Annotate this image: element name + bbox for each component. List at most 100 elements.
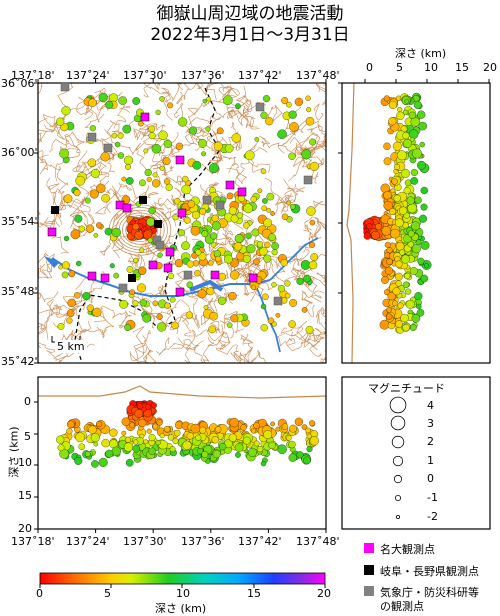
side-event bbox=[386, 307, 392, 313]
epicenter bbox=[186, 281, 194, 289]
contour-line bbox=[210, 100, 250, 127]
epicenter bbox=[262, 95, 271, 103]
cross-event bbox=[182, 440, 192, 450]
side-event bbox=[389, 208, 396, 215]
epicenter bbox=[178, 229, 185, 237]
station-nagoya bbox=[177, 208, 187, 218]
epicenter bbox=[296, 277, 304, 285]
side-event bbox=[409, 324, 417, 331]
lon-tick-bottom: 137˚36' bbox=[181, 535, 225, 548]
side-event bbox=[407, 230, 415, 238]
contour-line bbox=[215, 344, 243, 362]
contour-line bbox=[240, 334, 253, 356]
mag-legend-label: 1 bbox=[427, 454, 434, 467]
side-event bbox=[395, 218, 404, 228]
epicenter bbox=[59, 148, 69, 159]
epicenter bbox=[157, 252, 163, 258]
contour-line bbox=[300, 138, 326, 156]
side-event bbox=[388, 100, 397, 109]
epicenter bbox=[167, 272, 175, 280]
cross-event bbox=[294, 417, 304, 426]
epicenter bbox=[164, 302, 171, 309]
epicenter bbox=[230, 270, 240, 280]
epicenter bbox=[271, 249, 278, 256]
side-event bbox=[384, 266, 394, 275]
side-event bbox=[397, 107, 403, 113]
contour-line bbox=[84, 105, 108, 128]
epicenter bbox=[137, 283, 146, 293]
station-nagoya bbox=[165, 247, 175, 257]
cross-depth-tick: 15 bbox=[18, 489, 32, 502]
side-event bbox=[388, 117, 397, 126]
contour-line bbox=[195, 133, 219, 154]
side-event bbox=[417, 160, 426, 170]
epicenter bbox=[301, 149, 312, 160]
cross-depth-tick: 10 bbox=[18, 456, 32, 469]
cross-event bbox=[309, 436, 319, 446]
contour-line bbox=[142, 330, 151, 353]
cross-event bbox=[234, 443, 244, 453]
contour-line bbox=[38, 150, 49, 175]
epicenter bbox=[236, 212, 244, 219]
cross-event bbox=[186, 432, 194, 440]
epicenter bbox=[268, 233, 276, 241]
lon-tick-top: 137˚48' bbox=[296, 69, 340, 82]
contour-line bbox=[138, 83, 172, 103]
epicenter bbox=[310, 253, 319, 261]
cross-event bbox=[253, 440, 260, 447]
epicenter bbox=[155, 109, 161, 115]
side-event bbox=[411, 313, 421, 323]
epicenter bbox=[162, 157, 171, 166]
contour-line bbox=[238, 346, 254, 363]
station-nagoya bbox=[225, 180, 235, 190]
epicenter bbox=[253, 258, 260, 265]
cross-event bbox=[132, 444, 141, 453]
station-legend-jma-line2: の観測点 bbox=[380, 600, 424, 613]
epicenter bbox=[122, 124, 132, 134]
epicenter bbox=[134, 230, 144, 240]
contour-line bbox=[155, 337, 170, 356]
epicenter bbox=[246, 244, 256, 254]
contour-line bbox=[219, 310, 238, 339]
epicenter bbox=[109, 93, 118, 103]
station-nagoya bbox=[210, 270, 220, 280]
side-event bbox=[381, 226, 392, 236]
contour-line bbox=[237, 95, 260, 130]
epicenter bbox=[205, 126, 211, 132]
contour-line bbox=[122, 215, 158, 245]
side-event bbox=[395, 280, 402, 287]
epicenter bbox=[260, 111, 268, 119]
side-event bbox=[413, 100, 422, 109]
contour-line bbox=[143, 185, 160, 198]
contour-line bbox=[38, 323, 45, 330]
contour-line bbox=[38, 300, 54, 314]
station-nagoya bbox=[175, 287, 185, 297]
side-event bbox=[418, 121, 427, 131]
epicenter bbox=[271, 242, 279, 250]
contour-line bbox=[181, 317, 197, 350]
contour-line bbox=[155, 143, 174, 166]
station-nagoya bbox=[237, 187, 247, 197]
epicenter bbox=[98, 92, 108, 102]
station-nagoya bbox=[163, 263, 173, 273]
station-jma-nied bbox=[255, 102, 265, 112]
lon-tick-top: 137˚42' bbox=[238, 69, 282, 82]
epicenter bbox=[244, 150, 255, 161]
epicenter bbox=[88, 98, 97, 107]
contour-line bbox=[70, 198, 85, 217]
epicenter bbox=[224, 144, 234, 153]
cross-event bbox=[121, 417, 131, 426]
contour-line bbox=[165, 175, 184, 186]
epicenter bbox=[262, 293, 269, 301]
epicenter bbox=[89, 189, 99, 199]
epicenter bbox=[74, 292, 81, 299]
contour-line bbox=[46, 177, 60, 205]
side-event bbox=[408, 111, 417, 119]
magnitude-legend-symbol bbox=[392, 455, 404, 467]
lon-tick-top: 137˚24' bbox=[66, 69, 110, 82]
side-depth-tick: 0 bbox=[366, 61, 373, 74]
side-event bbox=[392, 141, 402, 151]
epicenter bbox=[143, 148, 149, 154]
epicenter bbox=[250, 196, 257, 203]
cross-event bbox=[56, 435, 65, 444]
